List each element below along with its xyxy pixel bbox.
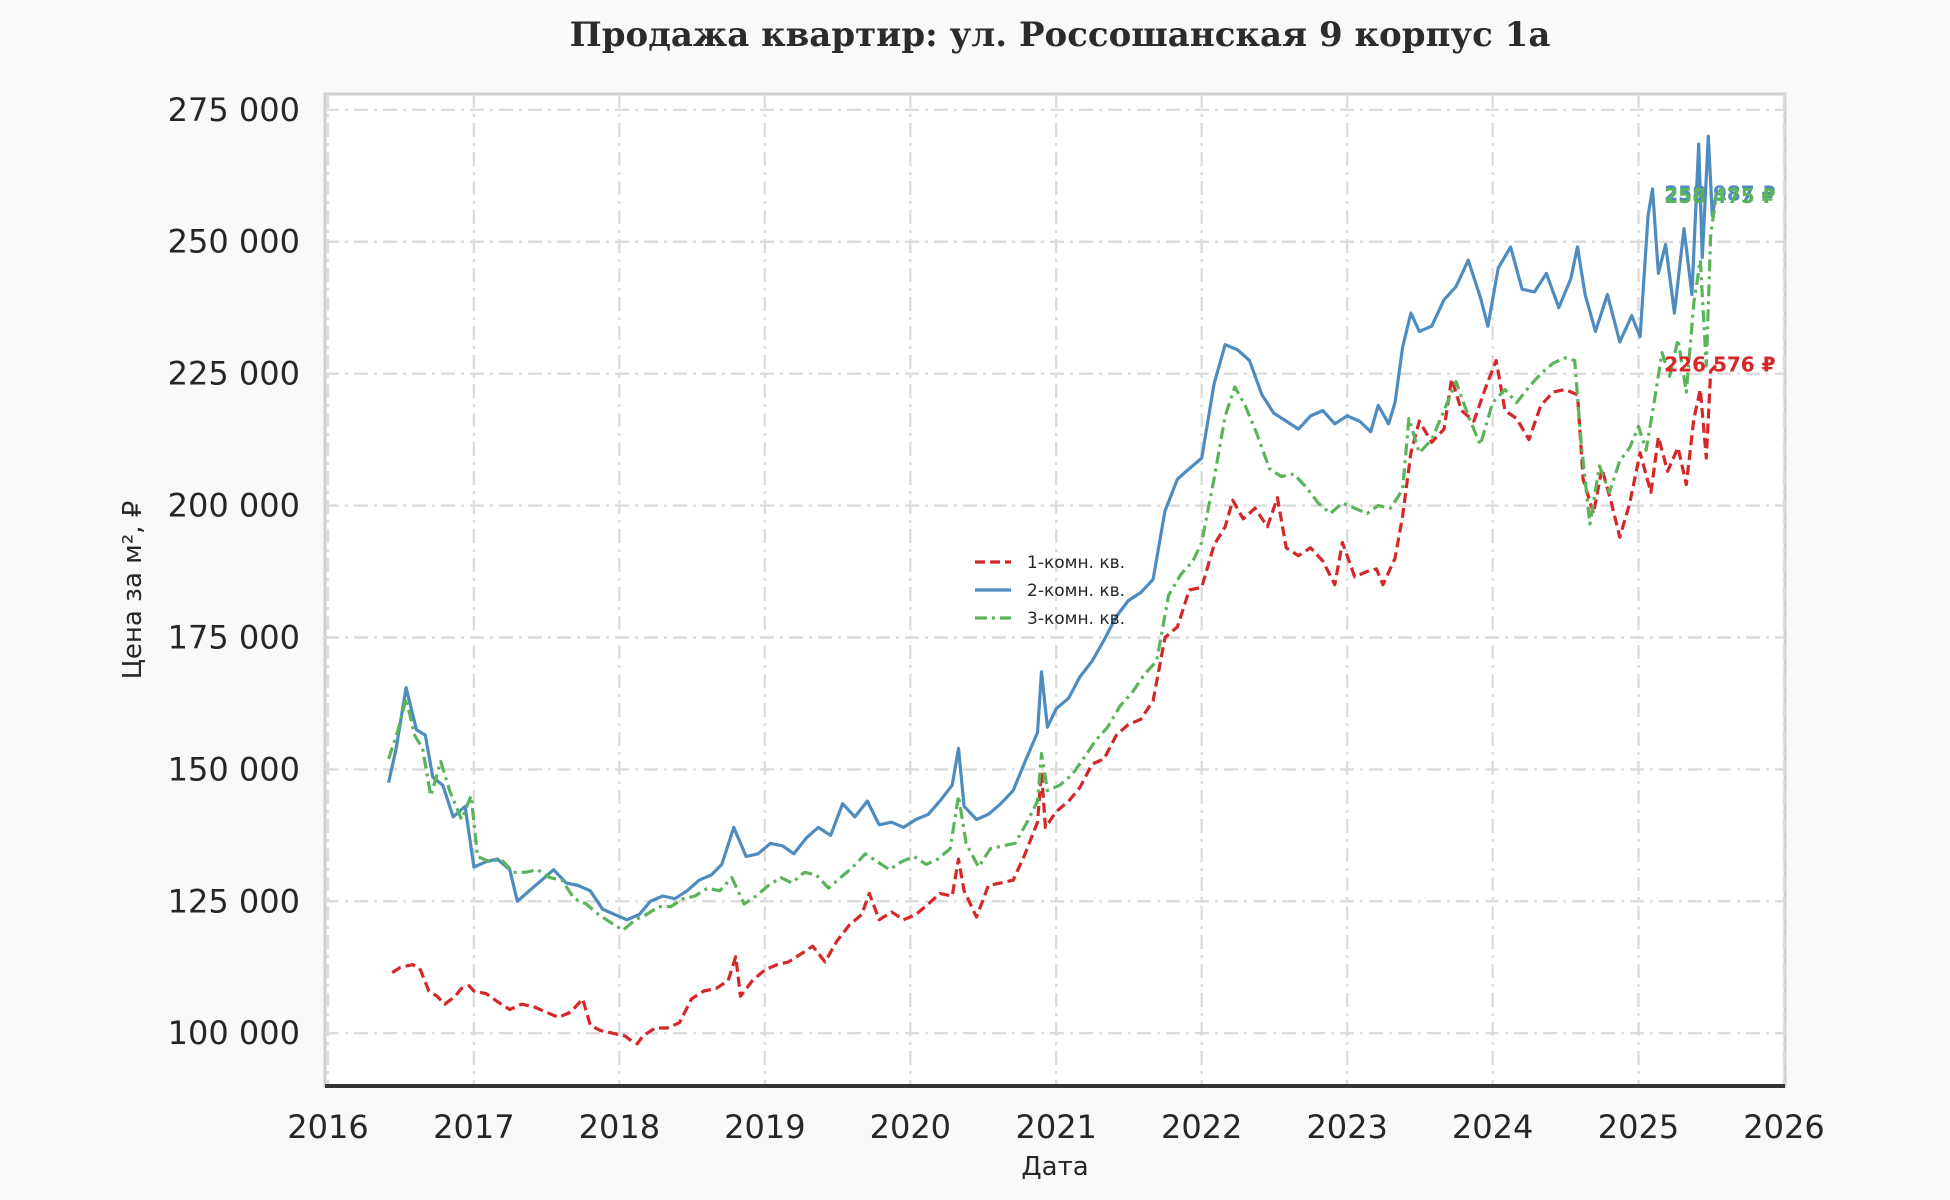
y-tick-label: 150 000 <box>168 750 300 788</box>
chart-title: Продажа квартир: ул. Россошанская 9 корп… <box>570 15 1551 55</box>
x-tick-label: 2019 <box>724 1108 805 1146</box>
y-axis-ticks: 100 000 125 000 150 000 175 000 200 000 225 0… <box>168 91 300 1052</box>
x-tick-label: 2025 <box>1598 1108 1679 1146</box>
x-tick-label: 2023 <box>1306 1108 1387 1146</box>
y-tick-label: 250 000 <box>168 223 300 261</box>
x-tick-label: 2017 <box>433 1108 514 1146</box>
x-tick-label: 2021 <box>1015 1108 1096 1146</box>
end-value-label-2: 258 987 ₽ <box>1664 181 1775 205</box>
y-tick-label: 200 000 <box>168 487 300 525</box>
x-tick-label: 2016 <box>287 1108 368 1146</box>
y-tick-label: 275 000 <box>168 91 300 129</box>
legend-label-1: 1-комн. кв. <box>1027 553 1125 573</box>
grid <box>325 94 1786 1086</box>
y-tick-label: 225 000 <box>168 355 300 393</box>
end-value-label-3: 258 475 ₽ <box>1664 184 1775 208</box>
y-tick-label: 175 000 <box>168 618 300 656</box>
x-tick-label: 2020 <box>870 1108 951 1146</box>
series-line-2 <box>387 134 1718 922</box>
legend: 1-комн. кв. 2-комн. кв. 3-комн. кв. <box>975 553 1125 629</box>
x-tick-label: 2022 <box>1161 1108 1242 1146</box>
x-axis-label: Дата <box>1021 1152 1088 1182</box>
legend-label-2: 2-комн. кв. <box>1027 581 1125 601</box>
x-tick-label: 2018 <box>579 1108 660 1146</box>
x-axis-ticks: 2016 2017 2018 2019 2020 2021 2022 2023 2024 2025… <box>287 1108 1824 1146</box>
legend-label-3: 3-комн. кв. <box>1027 609 1125 629</box>
x-tick-label: 2024 <box>1452 1108 1533 1146</box>
y-tick-label: 100 000 <box>168 1014 300 1052</box>
y-tick-label: 125 000 <box>168 882 300 920</box>
end-value-label-1: 226 576 ₽ <box>1664 352 1775 376</box>
y-axis-label: Цена за м², ₽ <box>118 501 148 680</box>
series-lines <box>387 134 1718 1046</box>
end-labels: 226 576 ₽ 258 987 ₽258 475 ₽ <box>1664 181 1775 376</box>
x-tick-label: 2026 <box>1743 1108 1824 1146</box>
